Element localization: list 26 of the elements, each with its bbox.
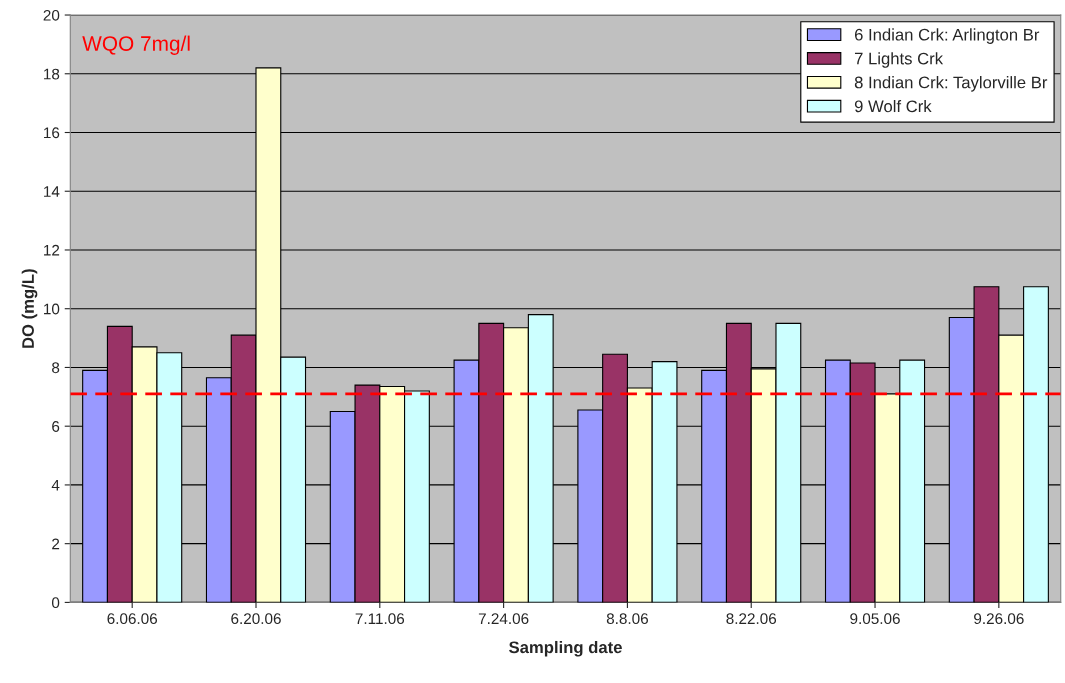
- legend-label: 9 Wolf Crk: [854, 99, 932, 113]
- y-tick-label: 12: [44, 244, 60, 256]
- y-tick-label: 0: [51, 597, 60, 609]
- y-tick-label: 8: [52, 362, 60, 374]
- legend-label: 6 Indian Crk: Arlington Br: [854, 28, 1040, 44]
- y-tick-label: 4: [51, 479, 60, 491]
- y-tick-label: 18: [44, 68, 60, 80]
- x-tick-label: 6.20.06: [231, 613, 281, 625]
- y-tick-label: 2: [52, 538, 60, 550]
- x-tick-label: 6.06.06: [107, 613, 158, 625]
- legend-label: 7 Lights Crk: [854, 52, 944, 68]
- legend-label: 8 Indian Crk: Taylorville Br: [854, 76, 1048, 92]
- y-tick-label: 10: [44, 303, 60, 315]
- x-axis-title: Sampling date: [509, 640, 622, 657]
- y-axis-title: DO (mg/L): [21, 269, 38, 348]
- y-tick-label: 6: [52, 421, 60, 432]
- x-tick-label: 7.24.06: [478, 613, 529, 625]
- ref-line-label: WQO 7mg/l: [82, 35, 190, 55]
- x-tick-label: 8.22.06: [726, 613, 777, 625]
- x-tick-label: 7.11.06: [355, 613, 405, 625]
- x-tick-label: 9.26.06: [974, 613, 1024, 625]
- y-tick-label: 14: [44, 186, 60, 197]
- x-tick-label: 9.05.06: [850, 613, 900, 625]
- x-tick-label: 8.8.06: [606, 613, 648, 625]
- y-tick-label: 20: [43, 9, 60, 21]
- y-tick-label: 16: [44, 127, 60, 139]
